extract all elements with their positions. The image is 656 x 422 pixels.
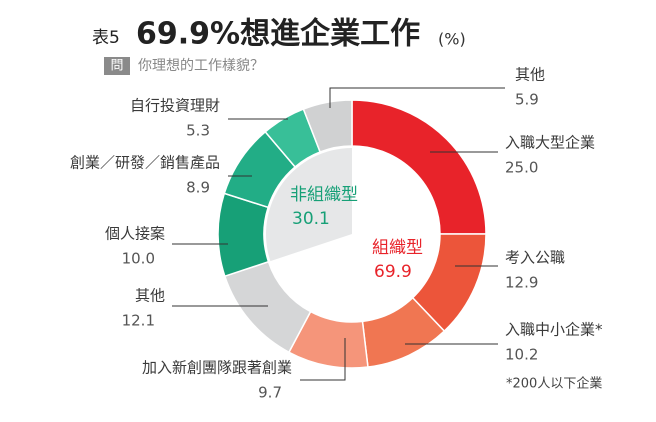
- segment-value: 10.0: [122, 250, 155, 268]
- chart-title: 69.9%想進企業工作: [136, 17, 420, 52]
- subtitle: 你理想的工作樣貌？: [138, 57, 264, 74]
- inner-label: 組織型: [372, 238, 423, 258]
- segment-value: 25.0: [505, 159, 538, 177]
- segment-label: 其他: [515, 66, 545, 84]
- leader-line: [300, 338, 346, 381]
- segment-label: 入職大型企業: [505, 134, 595, 152]
- donut-segment: [302, 99, 353, 153]
- segment-value: 8.9: [186, 179, 210, 197]
- segment-label: 加入新創團隊跟著創業: [142, 359, 292, 377]
- segment-value: 10.2: [505, 346, 538, 364]
- question-tag-box: [104, 57, 130, 75]
- segment-label: 其他: [135, 287, 165, 305]
- inner-segment: [266, 148, 352, 262]
- table-number: 表5: [92, 28, 120, 48]
- leader-line: [329, 87, 505, 108]
- segment-value: 9.7: [258, 384, 282, 402]
- segment-value: 12.1: [122, 312, 155, 330]
- segment-label: 個人接案: [105, 225, 165, 243]
- question-tag: 問: [110, 59, 123, 74]
- segment-label: 考入公職: [505, 249, 565, 267]
- footnote: *200人以下企業: [506, 376, 602, 392]
- segment-label: 入職中小企業*: [505, 321, 603, 339]
- inner-value: 69.9: [374, 262, 412, 282]
- segment-value: 12.9: [505, 274, 538, 292]
- segment-value: 5.3: [186, 122, 210, 140]
- inner-value: 30.1: [292, 209, 330, 229]
- segment-label: 自行投資理財: [130, 97, 220, 115]
- segment-value: 5.9: [515, 91, 539, 109]
- unit: (%): [438, 30, 466, 49]
- segment-label: 創業／研發／銷售產品: [70, 154, 220, 172]
- inner-label: 非組織型: [290, 185, 358, 205]
- inner-segment: [270, 148, 438, 320]
